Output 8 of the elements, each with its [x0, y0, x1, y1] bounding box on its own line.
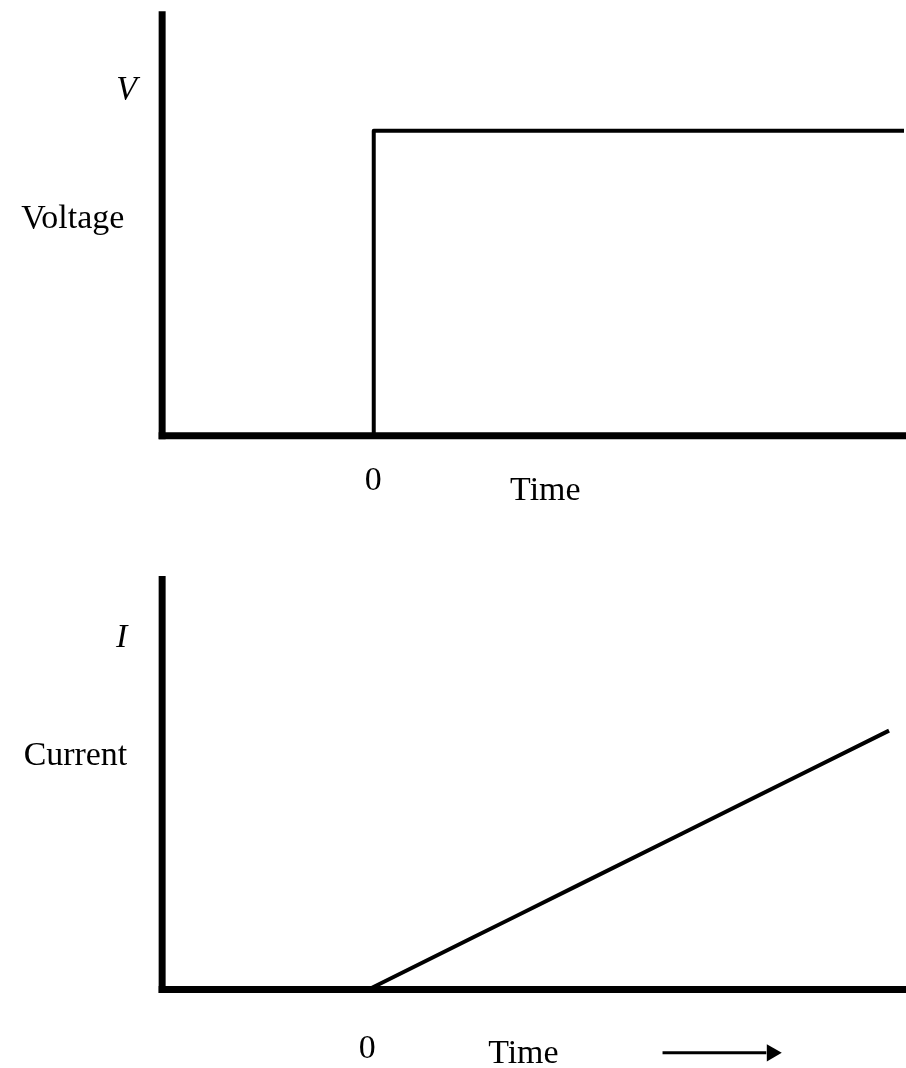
- y-axis-title: Current: [23, 735, 128, 772]
- text: V: [116, 68, 141, 106]
- text: I: [115, 616, 130, 654]
- text: 0: [358, 1027, 376, 1065]
- y-axis-title: Voltage: [21, 198, 125, 236]
- text: 0: [364, 460, 382, 498]
- x-axis-title: Time: [488, 1033, 559, 1068]
- x-axis-title: Time: [510, 469, 581, 507]
